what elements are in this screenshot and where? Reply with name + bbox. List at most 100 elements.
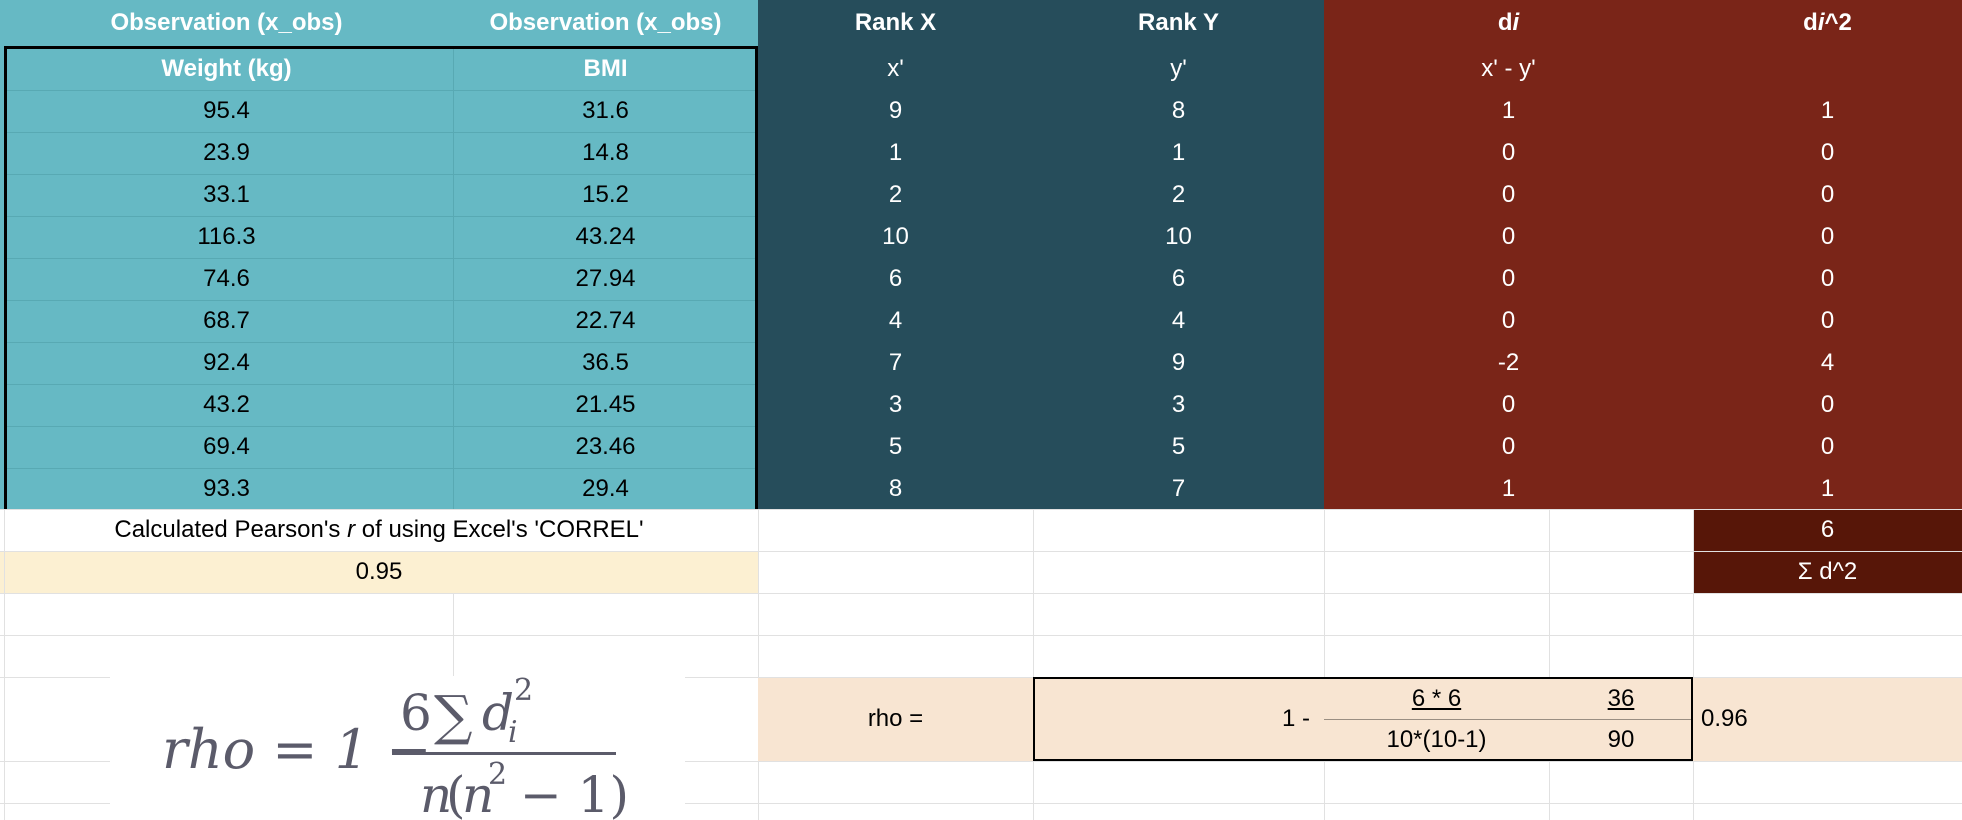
cell-bmi[interactable]: 22.74 <box>575 307 636 334</box>
cell-weight[interactable]: 43.2 <box>203 391 250 418</box>
cell-rank-y[interactable]: 10 <box>1165 223 1192 250</box>
cell-bmi[interactable]: 21.45 <box>575 391 636 418</box>
cell-weight[interactable]: 69.4 <box>203 433 250 460</box>
cell-rank-x[interactable]: 10 <box>882 223 909 250</box>
cell-rank-x[interactable]: 9 <box>888 97 903 124</box>
sheet-col-line <box>453 593 454 677</box>
cell-bmi[interactable]: 36.5 <box>582 349 629 376</box>
cell-d-squared[interactable]: 0 <box>1820 265 1835 292</box>
rho-result[interactable]: 0.96 <box>1701 705 1748 732</box>
cell-bmi[interactable]: 43.24 <box>575 223 636 250</box>
formula-sq: 2 <box>488 757 507 792</box>
cell-rank-y[interactable]: 2 <box>1171 181 1186 208</box>
rho-label[interactable]: rho = <box>867 705 924 732</box>
teal-row-line <box>4 342 758 343</box>
formula-sub-i: i <box>508 715 518 750</box>
subheader-yprime[interactable]: y' <box>1170 55 1187 82</box>
cell-d-squared[interactable]: 0 <box>1820 181 1835 208</box>
rho-numerator[interactable]: 6 * 6 <box>1411 685 1462 712</box>
formula-fraction-bar <box>392 752 616 755</box>
cell-rank-x[interactable]: 2 <box>888 181 903 208</box>
subheader-bmi[interactable]: BMI <box>583 55 628 82</box>
sheet-col-line <box>1693 509 1694 677</box>
cell-bmi[interactable]: 29.4 <box>582 475 629 502</box>
subheader-diff[interactable]: x' - y' <box>1481 55 1536 82</box>
cell-rank-x[interactable]: 1 <box>888 139 903 166</box>
subheader-xprime[interactable]: x' <box>887 55 904 82</box>
header-rank-y[interactable]: Rank Y <box>1138 9 1219 36</box>
header-di2-i: i <box>1817 9 1825 36</box>
sheet-row-line <box>0 677 1962 678</box>
red-band <box>1324 0 1962 509</box>
correl-value[interactable]: 0.95 <box>355 558 403 585</box>
cell-d[interactable]: 1 <box>1501 475 1516 502</box>
cell-d[interactable]: 0 <box>1501 223 1516 250</box>
cell-weight[interactable]: 93.3 <box>203 475 250 502</box>
cell-bmi[interactable]: 15.2 <box>582 181 629 208</box>
subheader-weight[interactable]: Weight (kg) <box>161 55 292 82</box>
cell-d[interactable]: 1 <box>1501 97 1516 124</box>
cell-rank-y[interactable]: 8 <box>1171 97 1186 124</box>
correl-label[interactable]: Calculated Pearson's r of using Excel's … <box>0 509 758 551</box>
cell-rank-y[interactable]: 7 <box>1171 475 1186 502</box>
cell-rank-y[interactable]: 4 <box>1171 307 1186 334</box>
cell-d-squared[interactable]: 1 <box>1820 97 1835 124</box>
cell-rank-y[interactable]: 3 <box>1171 391 1186 418</box>
cell-d-squared[interactable]: 0 <box>1820 223 1835 250</box>
sum-value[interactable]: 6 <box>1820 516 1835 543</box>
header-di-squared[interactable]: d i ^2 <box>1693 2 1962 44</box>
cell-rank-x[interactable]: 7 <box>888 349 903 376</box>
cell-weight[interactable]: 92.4 <box>203 349 250 376</box>
header-obs-bmi[interactable]: Observation (x_obs) <box>489 9 722 36</box>
sheet-row-line <box>0 509 1962 510</box>
cell-rank-x[interactable]: 3 <box>888 391 903 418</box>
header-di-i: i <box>1512 9 1520 36</box>
teal-band <box>0 0 758 509</box>
cell-d[interactable]: -2 <box>1497 349 1520 376</box>
formula-minus-one: − 1) <box>504 766 629 820</box>
cell-weight[interactable]: 23.9 <box>203 139 250 166</box>
cell-d[interactable]: 0 <box>1501 307 1516 334</box>
cell-weight[interactable]: 33.1 <box>203 181 250 208</box>
cell-bmi[interactable]: 27.94 <box>575 265 636 292</box>
cell-bmi[interactable]: 31.6 <box>582 97 629 124</box>
cell-d[interactable]: 0 <box>1501 181 1516 208</box>
header-rank-x[interactable]: Rank X <box>854 9 937 36</box>
cell-bmi[interactable]: 14.8 <box>582 139 629 166</box>
cell-rank-x[interactable]: 5 <box>888 433 903 460</box>
cell-rank-y[interactable]: 6 <box>1171 265 1186 292</box>
subheader-empty[interactable] <box>1693 48 1962 90</box>
spearman-formula-image: rho = 1 − 6 ∑ d i 2 n ( n 2 − 1) <box>110 676 685 820</box>
header-di-d: d <box>1497 9 1513 36</box>
cell-d-squared[interactable]: 0 <box>1820 307 1835 334</box>
rho-one-minus[interactable]: 1 - <box>1281 705 1310 732</box>
rho-denominator[interactable]: 10*(10-1) <box>1386 726 1487 753</box>
cell-weight[interactable]: 68.7 <box>203 307 250 334</box>
cell-rank-y[interactable]: 9 <box>1171 349 1186 376</box>
cell-d[interactable]: 0 <box>1501 391 1516 418</box>
cell-rank-y[interactable]: 5 <box>1171 433 1186 460</box>
sheet-row-line <box>0 803 1962 804</box>
cell-d-squared[interactable]: 0 <box>1820 391 1835 418</box>
cell-d-squared[interactable]: 0 <box>1820 433 1835 460</box>
teal-row-line <box>4 426 758 427</box>
cell-weight[interactable]: 116.3 <box>197 223 256 250</box>
cell-rank-x[interactable]: 6 <box>888 265 903 292</box>
sum-label[interactable]: Σ d^2 <box>1797 558 1858 585</box>
cell-rank-y[interactable]: 1 <box>1171 139 1186 166</box>
cell-d-squared[interactable]: 0 <box>1820 139 1835 166</box>
cell-d[interactable]: 0 <box>1501 139 1516 166</box>
cell-bmi[interactable]: 23.46 <box>575 433 636 460</box>
cell-d-squared[interactable]: 4 <box>1820 349 1835 376</box>
rho-den-value[interactable]: 90 <box>1607 726 1635 753</box>
cell-d[interactable]: 0 <box>1501 433 1516 460</box>
cell-d[interactable]: 0 <box>1501 265 1516 292</box>
rho-num-value[interactable]: 36 <box>1607 685 1635 712</box>
cell-weight[interactable]: 95.4 <box>203 97 250 124</box>
cell-d-squared[interactable]: 1 <box>1820 475 1835 502</box>
header-obs-weight[interactable]: Observation (x_obs) <box>110 9 343 36</box>
cell-rank-x[interactable]: 4 <box>888 307 903 334</box>
cell-weight[interactable]: 74.6 <box>203 265 250 292</box>
cell-rank-x[interactable]: 8 <box>888 475 903 502</box>
